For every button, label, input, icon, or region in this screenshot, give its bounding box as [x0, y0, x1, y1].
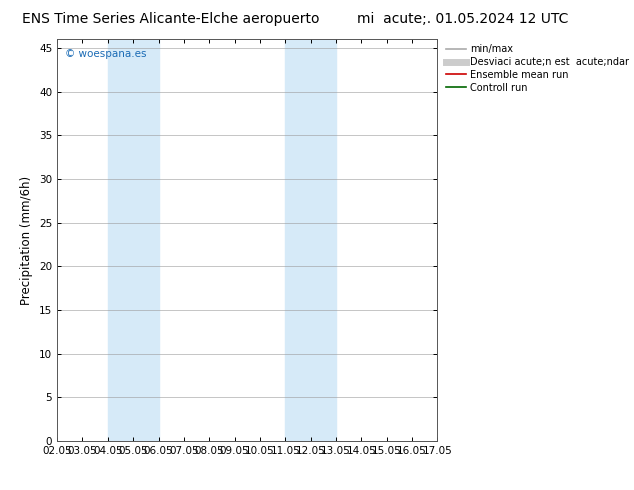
Y-axis label: Precipitation (mm/6h): Precipitation (mm/6h) — [20, 175, 34, 305]
Bar — [285, 39, 336, 441]
Text: mi  acute;. 01.05.2024 12 UTC: mi acute;. 01.05.2024 12 UTC — [357, 12, 569, 26]
Text: © woespana.es: © woespana.es — [65, 49, 146, 59]
Bar — [108, 39, 158, 441]
Legend: min/max, Desviaci acute;n est  acute;ndar, Ensemble mean run, Controll run: min/max, Desviaci acute;n est acute;ndar… — [446, 44, 630, 93]
Text: ENS Time Series Alicante-Elche aeropuerto: ENS Time Series Alicante-Elche aeropuert… — [22, 12, 320, 26]
